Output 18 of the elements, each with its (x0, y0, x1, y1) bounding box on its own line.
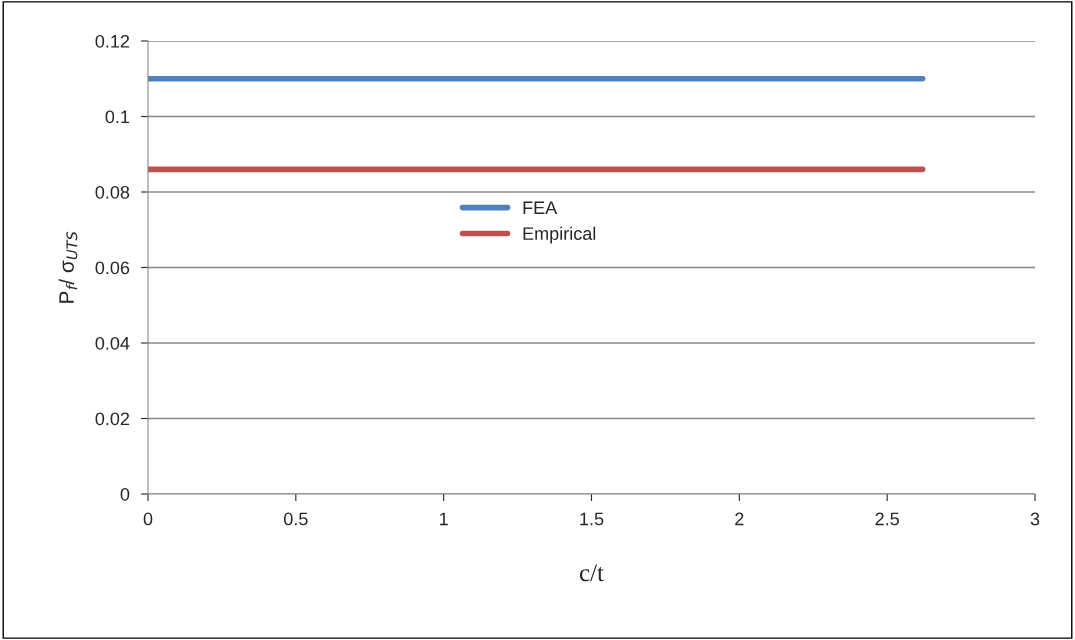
y-tick-label: 0.12 (95, 34, 130, 48)
x-tick-label: 2.5 (875, 512, 899, 526)
y-tick-label: 0.02 (95, 412, 130, 426)
x-axis-title: c/t (579, 564, 604, 582)
x-tick-label: 3 (1030, 512, 1040, 526)
x-tick-label: 0 (143, 512, 153, 526)
x-tick-label: 0.5 (283, 512, 308, 526)
y-tick-label: 0.08 (95, 185, 130, 199)
legend-label: Empirical (523, 226, 596, 244)
x-tick-label: 1.5 (580, 512, 604, 526)
y-tick-label: 0.04 (95, 336, 130, 350)
y-tick-label: 0.1 (105, 110, 130, 124)
x-tick-label: 1 (440, 512, 448, 526)
y-tick-label: 0.06 (95, 261, 130, 275)
y-tick-label: 0 (120, 487, 130, 501)
y-axis-title: P$_{f}$/ σ$_{UTS}$ (58, 231, 78, 303)
legend-label: FEA (523, 201, 558, 214)
x-tick-label: 2 (735, 512, 744, 526)
